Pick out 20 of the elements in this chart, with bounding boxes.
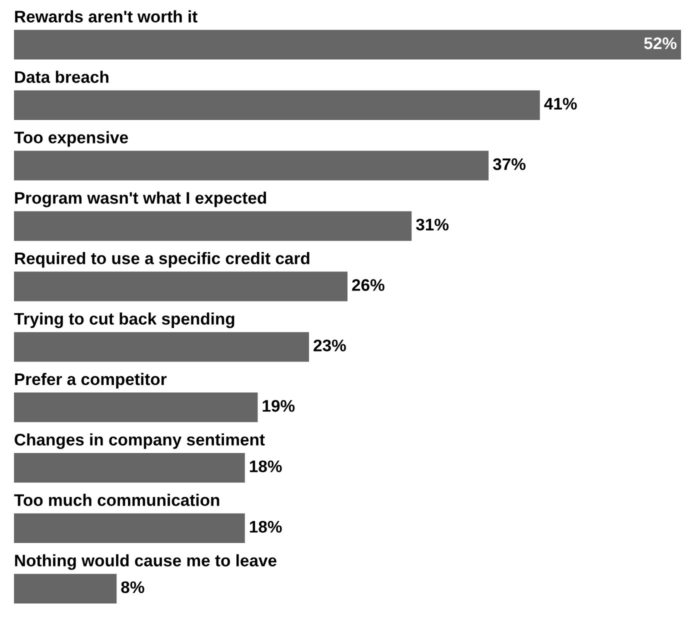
y-tick-label: Rewards aren't worth it [15, 10, 198, 23]
y-tick-label: Program wasn't what I expected [15, 192, 266, 208]
y-tick-label: Trying to cut back spending [14, 312, 234, 328]
data-label: 31% [416, 218, 449, 231]
data-label: 26% [352, 279, 384, 291]
y-tick-label: Nothing would cause me to leave [15, 554, 276, 570]
data-label: 37% [492, 158, 526, 170]
data-label: 41% [544, 98, 577, 110]
y-tick-label: Changes in company sentiment [14, 433, 265, 449]
y-tick-label: Too expensive [14, 131, 128, 147]
data-label: 23% [314, 340, 346, 352]
y-tick-label: Data breach [15, 70, 108, 83]
y-tick-label: Required to use a specific credit card [15, 252, 310, 268]
data-label: 18% [250, 460, 282, 472]
y-tick-label: Too much communication [14, 494, 220, 506]
data-label: 19% [262, 400, 295, 412]
data-label: 18% [250, 520, 282, 533]
data-label: 8% [121, 581, 144, 594]
data-label: 52% [644, 37, 677, 50]
y-tick-label: Prefer a competitor [15, 372, 167, 388]
